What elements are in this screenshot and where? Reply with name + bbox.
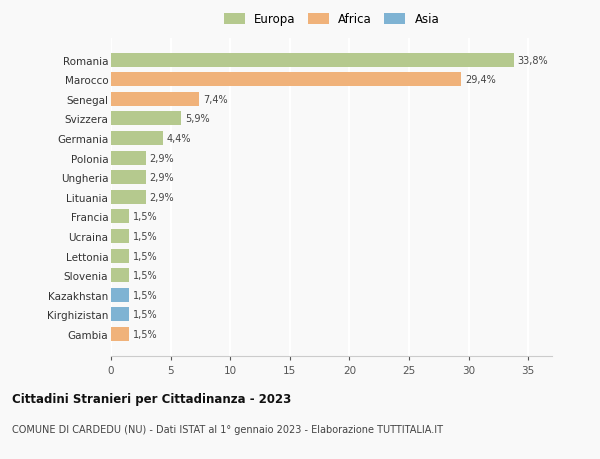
Text: 5,9%: 5,9%	[185, 114, 209, 124]
Text: 1,5%: 1,5%	[133, 329, 157, 339]
Text: Cittadini Stranieri per Cittadinanza - 2023: Cittadini Stranieri per Cittadinanza - 2…	[12, 392, 291, 405]
Text: COMUNE DI CARDEDU (NU) - Dati ISTAT al 1° gennaio 2023 - Elaborazione TUTTITALIA: COMUNE DI CARDEDU (NU) - Dati ISTAT al 1…	[12, 425, 443, 435]
Text: 1,5%: 1,5%	[133, 271, 157, 280]
Text: 1,5%: 1,5%	[133, 212, 157, 222]
Text: 2,9%: 2,9%	[149, 153, 174, 163]
Text: 7,4%: 7,4%	[203, 95, 227, 105]
Bar	[111, 249, 129, 263]
Bar	[111, 190, 146, 204]
Text: 33,8%: 33,8%	[517, 56, 548, 66]
Bar	[111, 93, 199, 106]
Bar	[111, 171, 146, 185]
Text: 2,9%: 2,9%	[149, 173, 174, 183]
Text: 1,5%: 1,5%	[133, 251, 157, 261]
Bar	[111, 288, 129, 302]
Bar	[111, 308, 129, 322]
Text: 2,9%: 2,9%	[149, 192, 174, 202]
Bar	[111, 151, 146, 165]
Legend: Europa, Africa, Asia: Europa, Africa, Asia	[224, 13, 439, 26]
Text: 1,5%: 1,5%	[133, 290, 157, 300]
Bar	[111, 132, 163, 146]
Bar	[111, 269, 129, 283]
Text: 1,5%: 1,5%	[133, 231, 157, 241]
Bar	[111, 53, 514, 67]
Text: 29,4%: 29,4%	[465, 75, 496, 85]
Bar	[111, 230, 129, 244]
Bar	[111, 327, 129, 341]
Text: 1,5%: 1,5%	[133, 310, 157, 320]
Bar	[111, 112, 181, 126]
Bar	[111, 210, 129, 224]
Text: 4,4%: 4,4%	[167, 134, 191, 144]
Bar	[111, 73, 461, 87]
